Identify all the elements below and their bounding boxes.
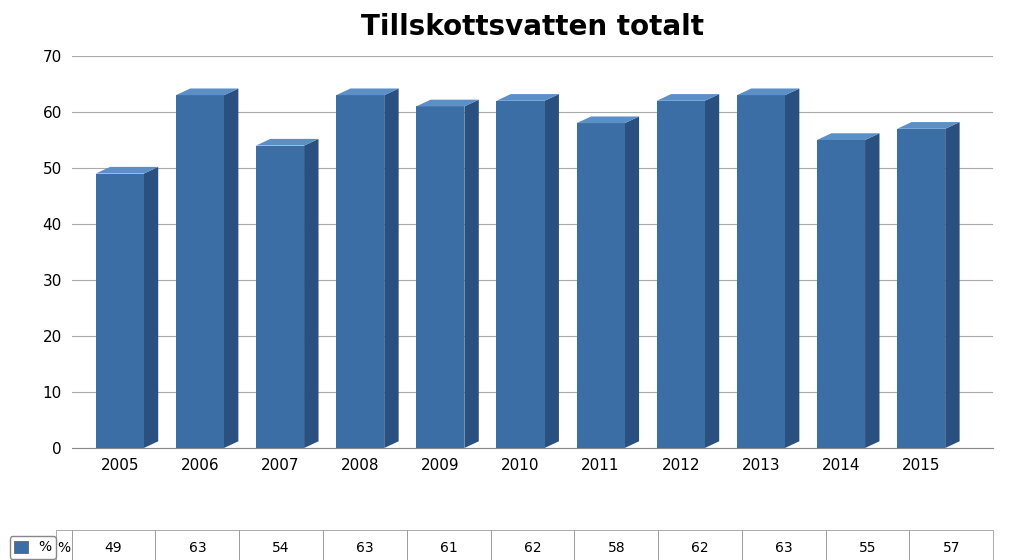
Polygon shape [577,116,639,123]
Polygon shape [304,139,318,448]
Polygon shape [95,167,159,174]
Bar [256,146,304,448]
Polygon shape [384,88,398,448]
Polygon shape [336,88,398,95]
Bar [817,140,865,448]
Polygon shape [865,133,880,448]
Polygon shape [417,100,479,106]
Polygon shape [545,94,559,448]
Polygon shape [705,94,719,448]
Bar [897,129,945,448]
Bar [737,95,785,448]
Polygon shape [785,88,800,448]
Bar [417,106,464,448]
Polygon shape [737,88,800,95]
Bar [497,101,545,448]
Bar [95,174,143,448]
Bar [176,95,224,448]
Polygon shape [656,94,719,101]
Polygon shape [224,88,239,448]
Polygon shape [945,122,959,448]
Bar [577,123,625,448]
Polygon shape [464,100,479,448]
Polygon shape [176,88,239,95]
Polygon shape [817,133,880,140]
Polygon shape [625,116,639,448]
Title: Tillskottsvatten totalt: Tillskottsvatten totalt [361,13,703,41]
Bar [656,101,705,448]
Polygon shape [897,122,959,129]
Polygon shape [256,139,318,146]
Polygon shape [143,167,159,448]
Legend: %: % [9,536,56,559]
Polygon shape [497,94,559,101]
Bar [336,95,384,448]
